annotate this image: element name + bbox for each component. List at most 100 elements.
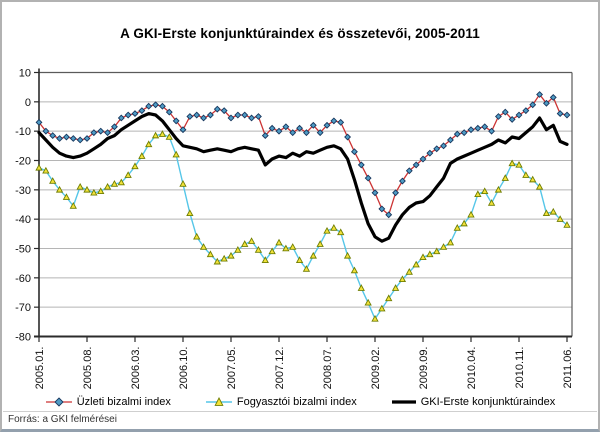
series-0-marker <box>179 126 187 134</box>
series-0-marker <box>563 111 571 119</box>
series-1-marker <box>446 238 455 246</box>
series-0-marker <box>302 129 310 137</box>
series-0-marker <box>282 123 290 131</box>
series-1-marker <box>55 185 64 193</box>
series-0-marker <box>549 93 557 101</box>
series-1-marker <box>467 210 475 218</box>
legend-label-fogyasztoi: Fogyasztói bizalmi index <box>236 396 357 408</box>
series-0-marker <box>241 111 249 119</box>
series-0-marker <box>488 127 496 135</box>
series-1-marker <box>439 243 448 250</box>
series-0-marker <box>474 124 482 132</box>
series-1-marker <box>199 243 208 250</box>
series-1-marker <box>378 304 386 312</box>
series-0-marker <box>83 135 91 142</box>
series-1-marker <box>323 226 331 234</box>
series-0-marker <box>97 127 105 135</box>
series-0-marker <box>309 121 317 129</box>
series-1-marker <box>515 160 523 168</box>
series-0-marker <box>453 130 461 138</box>
series-1-marker <box>42 166 50 174</box>
series-1-marker <box>110 180 119 187</box>
series-1-marker <box>131 162 139 170</box>
series-1-marker <box>371 314 379 322</box>
series-1-marker <box>227 251 235 259</box>
x-tick-label: 2009.02. <box>370 347 382 390</box>
series-0-marker <box>529 101 537 109</box>
series-1-marker <box>453 224 461 231</box>
series-0-marker <box>124 111 132 119</box>
y-tick-label: 10 <box>19 68 31 80</box>
series-1-marker <box>103 182 112 190</box>
series-1-marker <box>460 219 468 227</box>
y-tick-label: -50 <box>15 244 31 256</box>
legend-label-uzleti: Üzleti bizalmi index <box>76 396 171 408</box>
series-1-marker <box>234 246 242 253</box>
series-1-marker <box>83 185 91 193</box>
series-1-marker <box>398 275 407 283</box>
series-1-marker <box>522 171 530 178</box>
series-0-marker <box>117 114 125 122</box>
series-0-marker <box>268 124 276 132</box>
series-1-marker <box>97 187 105 195</box>
series-1-marker <box>138 152 146 159</box>
y-tick-label: -20 <box>15 156 31 168</box>
series-0-marker <box>289 129 297 137</box>
series-0-marker <box>200 114 208 122</box>
series-0-marker <box>405 167 413 175</box>
series-0-marker <box>481 123 489 131</box>
x-tick-label: 2010.04. <box>466 347 478 390</box>
series-1-marker <box>501 174 509 181</box>
series-0-marker <box>186 113 194 120</box>
series-0-marker <box>494 113 502 120</box>
series-0-marker <box>234 111 242 119</box>
x-tick-label: 2005.01. <box>34 347 46 390</box>
series-0-marker <box>193 111 201 119</box>
series-1-marker <box>364 298 372 306</box>
series-0-marker <box>433 145 441 153</box>
series-1-marker <box>193 232 201 240</box>
series-1-marker <box>49 177 57 184</box>
series-0-marker <box>62 133 70 141</box>
y-tick-label: -40 <box>15 214 31 226</box>
series-1-marker <box>412 260 420 268</box>
series-1-marker <box>76 182 84 190</box>
series-1-marker <box>213 257 221 265</box>
series-1-marker <box>426 250 434 258</box>
chart-title: A GKI-Erste konjunktúraindex és összetev… <box>120 26 480 41</box>
series-1-marker <box>289 243 297 250</box>
series-1-marker <box>247 237 256 244</box>
legend-label-gki-erste: GKI-Erste konjunktúraindex <box>420 396 556 408</box>
series-1-marker <box>117 178 125 186</box>
y-tick-label: -10 <box>15 126 31 138</box>
series-1-marker <box>529 175 537 183</box>
series-0-marker <box>350 148 358 156</box>
series-1-marker <box>268 247 276 255</box>
series-0-marker <box>426 149 434 157</box>
x-tick-label: 2007.12. <box>274 347 286 390</box>
series-1-marker <box>350 266 359 274</box>
series-0-marker <box>131 110 139 118</box>
series-0-marker <box>515 111 523 119</box>
series-0-marker <box>323 121 331 129</box>
series-0-marker <box>227 114 235 122</box>
y-tick-label: -70 <box>15 302 31 314</box>
series-0-marker <box>316 129 324 137</box>
source-note: Forrás: a GKI felmérései <box>8 414 117 425</box>
series-1-marker <box>330 224 338 231</box>
consumer-series-legend-icon <box>205 397 232 406</box>
series-0-marker <box>398 177 406 185</box>
series-1-marker <box>474 190 482 197</box>
series-0-marker <box>69 135 77 142</box>
series-0-marker <box>392 189 400 197</box>
series-1-marker <box>316 240 324 247</box>
series-0-marker <box>364 174 372 182</box>
series-1-marker <box>62 193 71 200</box>
series-1-marker <box>254 246 263 253</box>
series-0-marker <box>357 161 365 169</box>
series-1-marker <box>282 244 290 252</box>
series-1-marker <box>206 250 215 258</box>
series-0-marker <box>385 211 393 219</box>
